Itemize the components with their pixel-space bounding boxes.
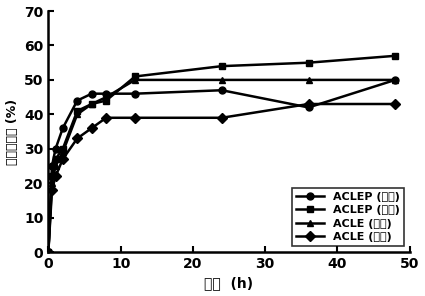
ACLEP (常氧)	[46, 250, 51, 254]
ACLE (缺氧)	[89, 102, 94, 106]
ACLEP (常氧)	[104, 99, 109, 102]
ACLEP (常氧)	[306, 61, 311, 65]
ACLEP (常氧)	[75, 109, 80, 113]
ACLEP (缺氧)	[219, 89, 224, 92]
Legend: ACLEP (缺氧), ACLEP (常氧), ACLE (缺氧), ACLE (常氧): ACLEP (缺氧), ACLEP (常氧), ACLE (缺氧), ACLE …	[292, 188, 404, 247]
ACLE (缺氧)	[393, 78, 398, 82]
ACLEP (缺氧)	[53, 147, 58, 151]
ACLE (缺氧)	[75, 112, 80, 116]
ACLEP (缺氧)	[46, 250, 51, 254]
ACLEP (常氧)	[49, 175, 54, 178]
ACLE (缺氧)	[219, 78, 224, 82]
ACLE (缺氧)	[46, 250, 51, 254]
Line: ACLE (常氧): ACLE (常氧)	[45, 101, 399, 255]
ACLE (常氧)	[219, 116, 224, 120]
ACLEP (常氧)	[89, 102, 94, 106]
ACLE (缺氧)	[306, 78, 311, 82]
ACLE (常氧)	[46, 250, 51, 254]
ACLEP (常氧)	[53, 157, 58, 161]
ACLEP (常氧)	[60, 147, 65, 151]
ACLEP (缺氧)	[60, 126, 65, 130]
ACLE (常氧)	[393, 102, 398, 106]
Line: ACLE (缺氧): ACLE (缺氧)	[45, 76, 399, 255]
ACLE (常氧)	[89, 126, 94, 130]
Y-axis label: 累计释放率 (%): 累计释放率 (%)	[6, 99, 19, 165]
ACLEP (缺氧)	[75, 99, 80, 102]
ACLE (缺氧)	[104, 95, 109, 99]
ACLE (常氧)	[133, 116, 138, 120]
Line: ACLEP (常氧): ACLEP (常氧)	[45, 52, 399, 255]
ACLE (缺氧)	[49, 181, 54, 185]
ACLE (缺氧)	[53, 164, 58, 168]
ACLEP (缺氧)	[393, 78, 398, 82]
ACLE (常氧)	[75, 137, 80, 140]
ACLE (常氧)	[306, 102, 311, 106]
ACLEP (缺氧)	[306, 106, 311, 109]
ACLE (常氧)	[60, 157, 65, 161]
ACLE (常氧)	[49, 188, 54, 192]
ACLEP (缺氧)	[89, 92, 94, 95]
ACLE (缺氧)	[133, 78, 138, 82]
ACLEP (缺氧)	[104, 92, 109, 95]
ACLE (常氧)	[104, 116, 109, 120]
ACLEP (缺氧)	[49, 164, 54, 168]
ACLEP (缺氧)	[133, 92, 138, 95]
ACLEP (常氧)	[393, 54, 398, 58]
ACLEP (常氧)	[219, 64, 224, 68]
ACLEP (常氧)	[133, 75, 138, 78]
X-axis label: 时间  (h): 时间 (h)	[204, 276, 254, 290]
ACLE (缺氧)	[60, 150, 65, 154]
ACLE (常氧)	[53, 175, 58, 178]
Line: ACLEP (缺氧): ACLEP (缺氧)	[45, 76, 399, 255]
